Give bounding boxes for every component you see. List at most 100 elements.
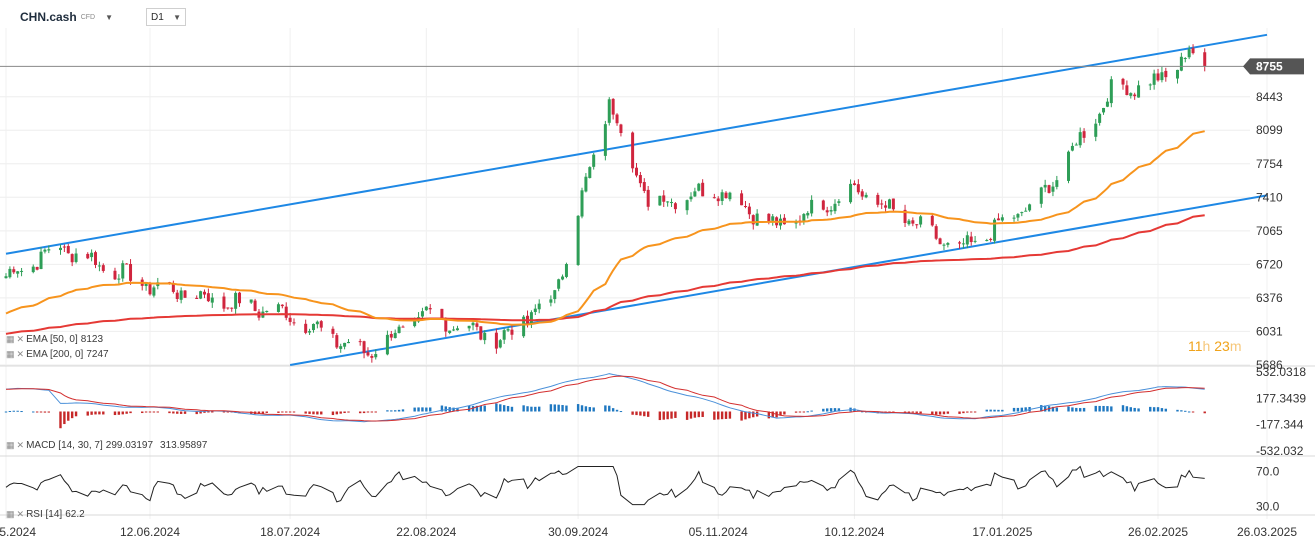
macd-histogram-bar	[339, 411, 342, 414]
macd-histogram-bar	[526, 406, 529, 412]
x-tick-label: 30.09.2024	[548, 525, 608, 539]
candle-body	[934, 226, 938, 239]
candle-body	[689, 196, 693, 200]
candle-body	[919, 216, 923, 225]
macd-histogram-bar	[615, 409, 619, 412]
candle-body	[961, 243, 965, 245]
close-icon[interactable]: ✕	[16, 509, 24, 519]
macd-histogram-bar	[413, 407, 416, 412]
macd-histogram-bar	[1001, 409, 1004, 412]
candle-body	[856, 184, 860, 193]
candle-body	[1137, 85, 1141, 98]
macd-histogram-bar	[693, 411, 697, 418]
candle-body	[343, 342, 347, 347]
macd-histogram-bar	[152, 411, 156, 413]
ema50-legend[interactable]: ▦ ✕ EMA [50, 0] 8123	[6, 334, 103, 345]
candle-body	[97, 265, 101, 267]
candle-body	[673, 203, 677, 210]
candle-body	[942, 244, 946, 246]
candle-body	[1070, 145, 1074, 151]
candle-body	[829, 210, 833, 212]
channel-lower-line[interactable]	[289, 194, 1268, 366]
macd-histogram-bar	[794, 411, 798, 413]
countdown-m-unit: m	[1229, 338, 1242, 354]
candle-body	[276, 304, 280, 312]
timeframe-selector[interactable]: D1 ▼	[146, 8, 186, 26]
candle-body	[993, 219, 997, 241]
candle-body	[374, 354, 378, 358]
macd-histogram-bar	[689, 411, 693, 419]
macd-histogram-bar	[970, 411, 973, 413]
x-tick-label: 22.08.2024	[396, 525, 456, 539]
macd-histogram-bar	[4, 411, 8, 413]
macd-histogram-bar	[938, 411, 942, 415]
ema200-legend[interactable]: ▦ ✕ EMA [200, 0] 7247	[6, 349, 109, 360]
macd-histogram-bar	[308, 411, 311, 414]
candle-body	[94, 252, 98, 265]
settings-icon[interactable]: ▦	[6, 440, 14, 450]
candle-body	[561, 276, 565, 280]
settings-icon[interactable]: ▦	[6, 334, 14, 344]
x-tick-label: 06.05.2024	[0, 525, 36, 539]
macd-histogram-bar	[261, 411, 265, 414]
macd-histogram-bar	[666, 411, 669, 420]
macd-label: MACD [14, 30, 7]	[26, 440, 103, 451]
macd-tick-label: 532.0318	[1256, 365, 1306, 379]
close-icon[interactable]: ✕	[16, 349, 24, 359]
macd-histogram-bar	[833, 408, 837, 412]
macd-histogram-bar	[701, 411, 704, 417]
rsi-tick-label: 30.0	[1256, 499, 1280, 513]
ema50-value: 8123	[80, 334, 104, 345]
macd-histogram-bar	[452, 407, 455, 412]
settings-icon[interactable]: ▦	[6, 509, 14, 519]
candle-body	[580, 190, 584, 217]
macd-histogram-bar	[277, 411, 280, 413]
macd-histogram-bar	[1082, 407, 1086, 412]
candle-body	[471, 322, 475, 326]
settings-icon[interactable]: ▦	[6, 349, 14, 359]
symbol-selector[interactable]: CHN.cash CFD ▼	[20, 8, 113, 26]
rsi-legend[interactable]: ▦ ✕ RSI [14] 62.2	[6, 509, 85, 520]
candle-body	[802, 214, 806, 221]
candle-body	[62, 246, 66, 248]
candle-body	[588, 167, 592, 178]
macd-histogram-bar	[63, 411, 66, 425]
x-tick-label: 18.07.2024	[260, 525, 320, 539]
candle-body	[113, 270, 117, 280]
ema200-line[interactable]	[5, 214, 1205, 335]
macd-histogram-bar	[16, 410, 19, 412]
candle-body	[171, 283, 175, 292]
macd-histogram-bar	[919, 411, 922, 414]
candle-body	[728, 192, 732, 200]
candle-body	[884, 205, 888, 208]
candle-body	[440, 308, 444, 318]
candle-body	[592, 154, 596, 167]
candle-body	[202, 291, 206, 295]
candle-body	[117, 278, 121, 280]
candle-body	[401, 326, 405, 328]
candle-body	[510, 329, 514, 335]
close-icon[interactable]: ✕	[16, 334, 24, 344]
y-tick-label: 6031	[1256, 324, 1283, 338]
macd-histogram-bar	[1187, 411, 1191, 413]
candle-body	[222, 296, 226, 309]
macd-histogram-bar	[285, 411, 288, 413]
macd-value1: 299.03197	[105, 440, 154, 451]
candle-body	[284, 306, 288, 318]
candle-body	[74, 253, 78, 262]
macd-histogram-bar	[931, 411, 934, 415]
channel-upper-line[interactable]	[5, 33, 1268, 255]
candle-body	[121, 263, 125, 279]
candle-body	[989, 238, 993, 240]
candle-body	[315, 321, 319, 325]
x-tick-label: 17.01.2025	[972, 525, 1032, 539]
candle-body	[712, 197, 716, 199]
close-icon[interactable]: ✕	[16, 440, 24, 450]
macd-histogram-bar	[207, 411, 210, 413]
candle-body	[740, 193, 744, 206]
rsi-tick-label: 70.0	[1256, 465, 1280, 479]
ema50-line[interactable]	[5, 130, 1205, 326]
macd-legend[interactable]: ▦ ✕ MACD [14, 30, 7] 299.03197 313.95897	[6, 440, 207, 451]
macd-histogram-bar	[12, 410, 15, 412]
